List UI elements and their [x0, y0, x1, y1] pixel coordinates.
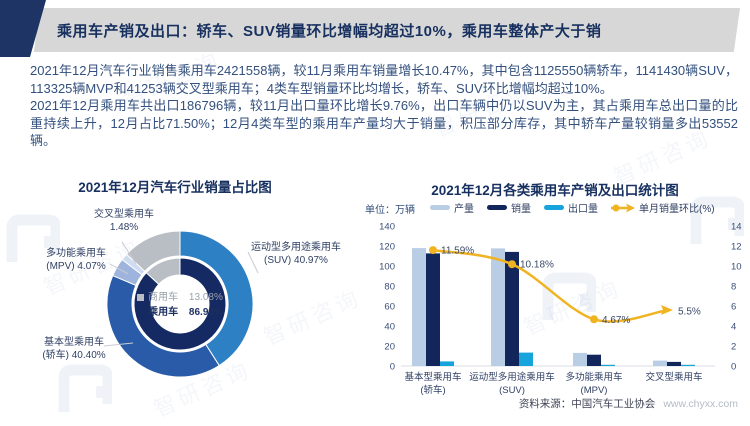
legend-label: 出口量 — [568, 204, 598, 215]
left-axis-tick: 80 — [384, 282, 395, 293]
donut-label-sedan: 基本型乘用车 (轿车) 40.40% — [42, 337, 106, 361]
donut-segment — [145, 257, 181, 285]
donut-segment — [133, 257, 227, 351]
left-axis-tick: 120 — [379, 242, 395, 253]
callout-leader-line — [247, 251, 259, 274]
source-site-link[interactable]: www.chyxx.com — [663, 398, 738, 410]
right-axis-tick: 4 — [731, 322, 736, 333]
mom-growth-line — [432, 248, 665, 323]
legend-item-mom: 单月销量环比(%) — [611, 200, 715, 215]
sales-share-donut-chart — [103, 230, 259, 378]
right-axis-tick: 12 — [731, 242, 742, 253]
category-label: 多功能乘用车 — [565, 371, 622, 383]
summary-text-block: 2021年12月汽车行业销售乘用车2421558辆，较11月乘用车销量增长10.… — [30, 62, 738, 150]
legend-item-出口量: 出口量 — [544, 200, 598, 215]
bar-0-3 — [653, 360, 667, 366]
legend-item-产量: 产量 — [430, 200, 474, 215]
donut-label-mpv: 多功能乘用车 (MPV) 4.07% — [46, 248, 106, 272]
category-label: 基本型乘用车 — [404, 371, 461, 383]
left-axis-tick: 0 — [390, 362, 395, 373]
axis-unit-label: 单位：万辆 — [365, 205, 415, 216]
left-axis-tick: 20 — [384, 342, 395, 353]
bar-chart-title: 2021年12月各类乘用车产销及出口统计图 — [431, 183, 679, 198]
legend-line-arrow-icon — [611, 203, 635, 212]
bar-2-0 — [440, 361, 454, 366]
legend-swatch — [544, 205, 564, 210]
bar-2-2 — [601, 364, 615, 366]
line-value-label: 10.18% — [520, 260, 554, 271]
source-note: 资料来源：中国汽车工业协会 www.chyxx.com — [519, 396, 738, 411]
legend-item-passenger: 乘用车 86.92% — [118, 305, 242, 320]
line-value-label: 11.59% — [441, 246, 474, 257]
donut-center-legend: 商用车 13.08% 乘用车 86.92% — [118, 290, 242, 320]
left-axis-tick: 140 — [379, 222, 395, 233]
bar-chart-legend: 产量 销量 出口量 单月销量环比(%) — [430, 200, 730, 215]
legend-label: 销量 — [511, 204, 531, 215]
right-axis-tick: 6 — [731, 302, 736, 313]
right-axis-tick: 2 — [731, 342, 736, 353]
callout-leader-line — [109, 263, 129, 275]
bar-0-1 — [491, 248, 505, 366]
category-label: 交叉型乘用车 — [645, 371, 702, 383]
left-axis-tick: 40 — [384, 322, 395, 333]
donut-label-crossover: 交叉型乘用车 1.48% — [94, 209, 154, 233]
donut-label-suv: 运动型多用途乘用车 (SUV) 40.97% — [251, 242, 341, 266]
bar-1-3 — [667, 361, 681, 366]
legend-swatch — [430, 205, 450, 210]
line-marker — [429, 246, 437, 255]
category-sublabel: (MPV) — [581, 385, 608, 396]
donut-segment — [106, 274, 220, 378]
bar-1-2 — [587, 354, 601, 366]
callout-leader-line — [121, 241, 137, 265]
donut-segment — [125, 230, 181, 273]
legend-item-销量: 销量 — [487, 200, 531, 215]
line-marker — [508, 260, 516, 269]
bar-2-1 — [519, 352, 533, 366]
bar-2-3 — [681, 364, 695, 366]
page-title: 乘用车产销及出口：轿车、SUV销量环比增幅均超过10%，乘用车整体产大于销 — [57, 23, 602, 40]
summary-paragraph-sales: 2021年12月汽车行业销售乘用车2421558辆，较11月乘用车销量增长10.… — [30, 63, 738, 96]
category-sublabel: (SUV) — [499, 385, 525, 396]
category-sublabel: (轿车) — [420, 384, 445, 396]
callout-leader-line — [103, 342, 134, 347]
legend-swatch — [487, 205, 507, 210]
bar-1-1 — [505, 251, 519, 366]
right-axis-tick: 14 — [731, 222, 742, 233]
right-axis-tick: 10 — [731, 262, 742, 273]
line-value-label: 4.67% — [602, 315, 630, 326]
donut-chart-title: 2021年12月汽车行业销量占比图 — [78, 180, 272, 195]
passenger-swatch — [137, 309, 145, 316]
right-axis-tick: 0 — [731, 362, 736, 373]
bar-1-0 — [426, 253, 440, 366]
right-axis-tick: 8 — [731, 282, 736, 293]
left-axis-tick: 60 — [384, 302, 395, 313]
category-label: 运动型多用途乘用车 — [469, 371, 555, 383]
left-axis-tick: 100 — [379, 262, 395, 273]
legend-label: 产量 — [454, 204, 474, 215]
legend-label: 单月销量环比(%) — [639, 204, 715, 215]
production-sales-export-bar-chart: 0 20 40 60 80 100 120 140 0 2 4 6 8 10 12 14 基本型乘用车(轿车) 运… — [379, 222, 742, 397]
summary-paragraph-export: 2021年12月乘用车共出口186796辆，较11月出口量环比增长9.76%，出… — [30, 98, 738, 148]
line-marker — [590, 315, 598, 324]
legend-item-commercial: 商用车 13.08% — [118, 290, 242, 305]
commercial-swatch — [137, 294, 145, 301]
source-label: 资料来源：中国汽车工业协会 — [518, 398, 656, 410]
line-arrow-head — [661, 305, 673, 315]
bar-0-2 — [573, 352, 587, 366]
donut-segment — [179, 230, 254, 367]
line-value-label: 5.5% — [678, 307, 701, 318]
bar-0-0 — [412, 248, 426, 366]
